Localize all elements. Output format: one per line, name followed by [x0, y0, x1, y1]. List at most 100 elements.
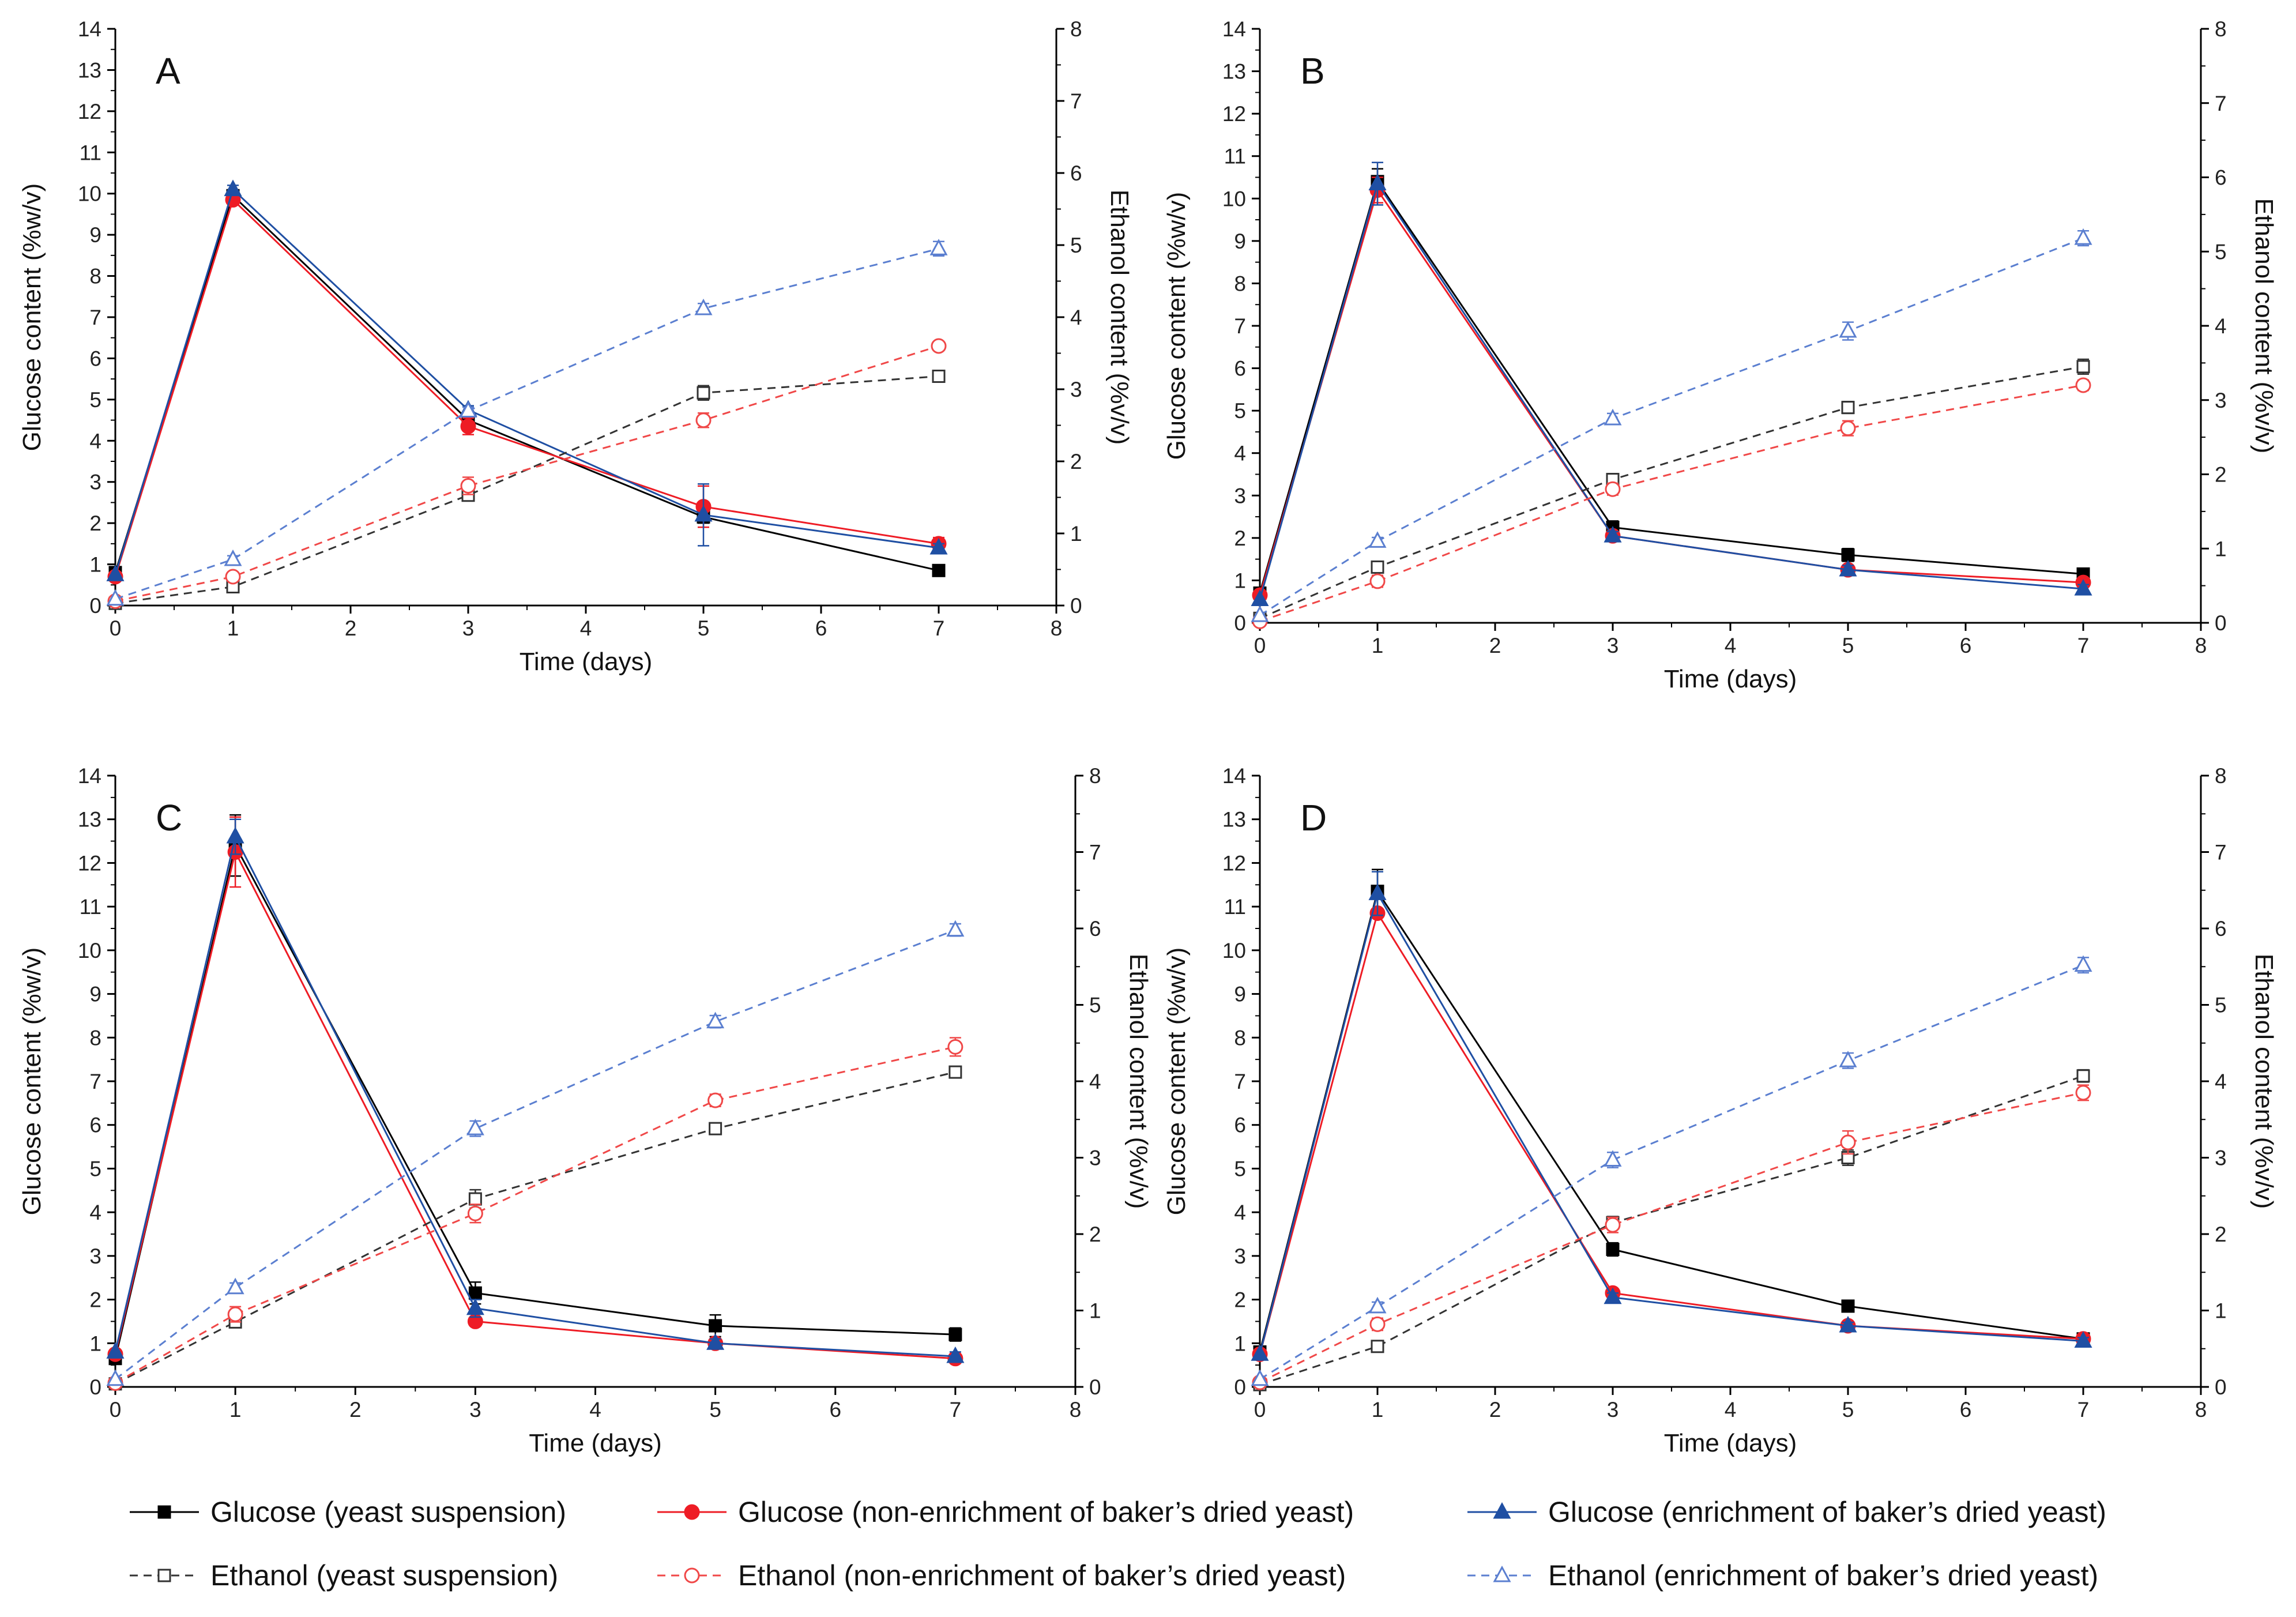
data-point	[929, 537, 948, 555]
series-glucose-en	[106, 179, 948, 581]
legend-label: Glucose (enrichment of baker’s dried yea…	[1548, 1496, 2106, 1528]
series-glucose-en	[106, 818, 965, 1363]
x-tick-label: 6	[815, 616, 827, 640]
y-tick-label: 2	[1234, 527, 1246, 550]
y2-tick-label: 1	[2215, 1299, 2227, 1323]
y2-axis-title: Ethanol content (%v/v)	[1124, 954, 1153, 1209]
series-glucose-ys	[1253, 168, 2090, 600]
data-point	[932, 563, 946, 577]
series-ethanol-en	[1251, 955, 2092, 1386]
x-tick-label: 5	[709, 1398, 721, 1422]
y-tick-label: 11	[1224, 145, 1246, 168]
series-glucose-ne	[1252, 905, 2091, 1362]
y-tick-label: 4	[1234, 1201, 1246, 1224]
x-axis-title: Time (days)	[520, 648, 653, 676]
y-tick-label: 5	[89, 388, 101, 412]
y2-tick-label: 4	[1070, 306, 1082, 329]
y-tick-label: 9	[1234, 983, 1246, 1006]
y-tick-label: 8	[1234, 272, 1246, 295]
y-tick-label: 7	[1234, 1070, 1246, 1093]
y-tick-label: 10	[78, 939, 101, 962]
y2-tick-label: 6	[2215, 917, 2227, 941]
y-tick-label: 12	[1222, 851, 1246, 875]
y-tick-label: 0	[1234, 1375, 1246, 1399]
series-ethanol-en	[106, 239, 948, 606]
x-tick-label: 7	[2077, 1398, 2090, 1422]
x-tick-label: 8	[1051, 616, 1063, 640]
data-point	[1839, 1051, 1857, 1067]
x-tick-label: 6	[1960, 1398, 1972, 1422]
y-tick-label: 6	[89, 1114, 101, 1137]
data-point	[1371, 1340, 1384, 1353]
data-point	[2076, 360, 2090, 374]
data-point	[460, 418, 476, 434]
data-point	[706, 1011, 725, 1029]
series-ethanol-ne	[107, 1037, 963, 1391]
series-line	[1259, 891, 2084, 1355]
y-tick-label: 3	[1234, 1244, 1246, 1268]
panel-letter: D	[1300, 797, 1327, 838]
data-point	[697, 386, 710, 400]
y-tick-label: 0	[89, 594, 101, 618]
y-axis-title: Glucose content (%w/v)	[18, 947, 46, 1216]
x-tick-label: 6	[829, 1398, 841, 1422]
y2-tick-label: 3	[2215, 389, 2227, 412]
series-line	[114, 834, 955, 1357]
series-ethanol-ys	[108, 1065, 962, 1391]
legend-item-ethanol-ys: Ethanol (yeast suspension)	[130, 1559, 558, 1592]
y2-tick-label: 0	[2215, 1375, 2227, 1399]
panel-letter: C	[156, 797, 182, 838]
legend-item-glucose-en: Glucose (enrichment of baker’s dried yea…	[1467, 1496, 2106, 1528]
y-tick-label: 14	[1222, 17, 1246, 41]
panel-letter: B	[1300, 50, 1325, 92]
y-tick-label: 9	[89, 223, 101, 247]
series-line	[115, 345, 939, 602]
y2-tick-label: 4	[2215, 1070, 2227, 1093]
y2-tick-label: 7	[2215, 92, 2227, 115]
y2-tick-label: 2	[2215, 1223, 2227, 1246]
y-axis-title: Glucose content (%w/v)	[1162, 192, 1191, 460]
series-line	[114, 849, 955, 1360]
data-point	[466, 1298, 484, 1315]
x-tick-label: 0	[1254, 634, 1266, 657]
data-point	[1251, 1344, 1269, 1361]
chart-panel-c: 0 1 2 3 4 5 6 7 801234567891011121314012345678Ti…	[18, 764, 1153, 1457]
y2-tick-label: 3	[1070, 378, 1082, 401]
data-point	[946, 1346, 965, 1363]
data-point	[1841, 1299, 1855, 1313]
data-point	[2075, 1085, 2091, 1101]
x-tick-label: 7	[933, 616, 945, 640]
series-line	[1259, 1092, 2084, 1383]
y-tick-label: 12	[78, 100, 101, 123]
data-point	[947, 1039, 963, 1055]
y2-tick-label: 2	[1089, 1223, 1101, 1246]
y2-tick-label: 7	[1089, 841, 1101, 864]
data-point	[707, 1092, 724, 1108]
data-point	[709, 1122, 722, 1135]
y-tick-label: 12	[78, 851, 101, 875]
y-tick-label: 4	[1234, 442, 1246, 465]
y2-tick-label: 5	[2215, 240, 2227, 264]
legend-swatch-marker	[1493, 1565, 1511, 1582]
x-axis-title: Time (days)	[1664, 1429, 1797, 1457]
series-line	[115, 1071, 956, 1385]
x-tick-label: 8	[2195, 1398, 2207, 1422]
y-tick-label: 1	[89, 1332, 101, 1355]
y-tick-label: 5	[1234, 399, 1246, 423]
legend-item-glucose-ne: Glucose (non-enrichment of baker’s dried…	[657, 1496, 1354, 1528]
series-line	[1259, 237, 2084, 616]
y-tick-label: 10	[78, 182, 101, 206]
legend-label: Ethanol (non-enrichment of baker’s dried…	[738, 1559, 1346, 1592]
y2-tick-label: 2	[1070, 450, 1082, 473]
y-tick-label: 1	[1234, 569, 1246, 592]
series-line	[114, 198, 939, 577]
series-line	[1259, 964, 2084, 1381]
y2-tick-label: 5	[1089, 994, 1101, 1017]
y-tick-label: 5	[1234, 1157, 1246, 1180]
y-tick-label: 4	[89, 429, 101, 453]
x-tick-label: 5	[698, 616, 710, 640]
data-point	[1251, 589, 1269, 607]
y-tick-label: 9	[89, 983, 101, 1006]
y2-tick-label: 8	[2215, 17, 2227, 41]
